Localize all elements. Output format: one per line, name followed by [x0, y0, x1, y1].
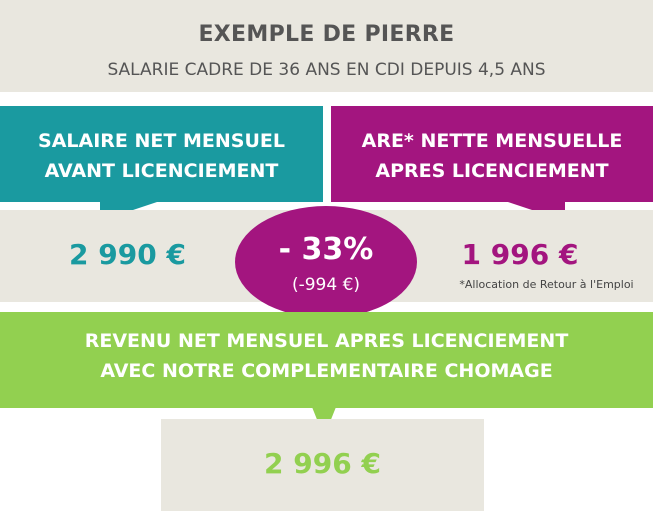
header-banner — [0, 0, 653, 92]
salary-before-label: SALAIRE NET MENSUEL AVANT LICENCIEMENT — [0, 126, 323, 186]
difference-amount: (-994 €) — [291, 275, 361, 295]
are-after-amount: 1 996 € — [461, 238, 579, 271]
salary-before-label-line2: AVANT LICENCIEMENT — [44, 160, 279, 182]
are-after-label: ARE* NETTE MENSUELLE APRES LICENCIEMENT — [331, 126, 653, 186]
page-title: EXEMPLE DE PIERRE — [198, 22, 455, 47]
difference-percent: - 33% — [278, 232, 374, 267]
are-footnote: *Allocation de Retour à l'Emploi — [459, 278, 634, 291]
income-after-label-line2: AVEC NOTRE COMPLEMENTAIRE CHOMAGE — [100, 360, 553, 382]
income-after-banner — [0, 312, 653, 408]
salary-before-label-line1: SALAIRE NET MENSUEL — [38, 130, 285, 152]
page-subtitle: SALARIE CADRE DE 36 ANS EN CDI DEPUIS 4,… — [107, 60, 546, 80]
difference-badge — [235, 206, 417, 318]
are-after-label-line1: ARE* NETTE MENSUELLE — [361, 130, 623, 152]
income-after-label-line1: REVENU NET MENSUEL APRES LICENCIEMENT — [84, 330, 569, 352]
income-after-amount: 2 996 € — [264, 447, 381, 480]
salary-before-box: SALAIRE NET MENSUEL AVANT LICENCIEMENT — [0, 106, 323, 202]
income-after-label: REVENU NET MENSUEL APRES LICENCIEMENT AV… — [0, 326, 653, 386]
salary-before-amount: 2 990 € — [69, 238, 186, 271]
are-after-box: ARE* NETTE MENSUELLE APRES LICENCIEMENT — [331, 106, 653, 202]
income-after-result-box — [161, 419, 484, 511]
are-after-label-line2: APRES LICENCIEMENT — [375, 160, 609, 182]
